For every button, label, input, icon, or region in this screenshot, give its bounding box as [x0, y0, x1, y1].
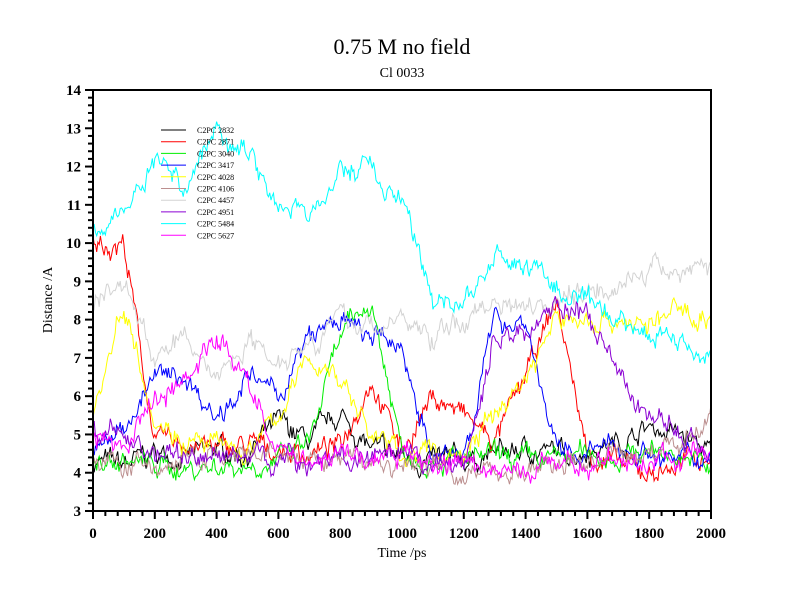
x-tick-label: 1400 — [511, 526, 541, 542]
axes-layer: 0 200 400 600 800 1000 1200 1400 1600 1800 2000 3 4 5… — [66, 83, 726, 542]
series-layer — [92, 121, 712, 486]
x-tick-label: 1200 — [449, 526, 479, 542]
legend-label: C2PC 4951 — [197, 208, 234, 217]
y-tick-label: 11 — [67, 198, 81, 214]
legend-label: C2PC 2832 — [197, 126, 234, 135]
y-axis-label: Distance /A — [41, 266, 56, 333]
legend-label: C2PC 4457 — [197, 196, 234, 205]
x-tick-label: 400 — [205, 526, 228, 542]
x-tick-label: 600 — [267, 526, 290, 542]
series-line-c2pc-3040 — [92, 305, 712, 482]
y-tick-label: 10 — [66, 236, 81, 252]
y-tick-label: 5 — [74, 427, 82, 443]
y-tick-label: 13 — [66, 121, 81, 137]
x-tick-label: 1000 — [387, 526, 417, 542]
chart-subtitle: Cl 0033 — [380, 66, 425, 81]
legend-label: C2PC 4028 — [197, 173, 234, 182]
x-tick-label: 2000 — [696, 526, 726, 542]
x-tick-label: 1800 — [634, 526, 664, 542]
legend: C2PC 2832 C2PC 2871 C2PC 3040 C2PC 3417 C2PC… — [161, 126, 234, 240]
series-line-c2pc-4457 — [92, 251, 712, 382]
x-tick-label: 800 — [329, 526, 352, 542]
y-tick-label: 14 — [66, 83, 82, 99]
chart-title: 0.75 M no field — [334, 34, 471, 59]
series-line-c2pc-2871 — [92, 234, 712, 483]
y-tick-label: 3 — [74, 504, 82, 520]
y-tick-label: 9 — [74, 274, 82, 290]
y-tick-label: 12 — [66, 160, 81, 176]
x-tick-label: 200 — [144, 526, 167, 542]
x-axis-label: Time /ps — [378, 546, 427, 561]
x-tick-label: 1600 — [572, 526, 602, 542]
legend-label: C2PC 2871 — [197, 138, 234, 147]
series-line-c2pc-3417 — [92, 306, 712, 470]
series-line-c2pc-4951 — [92, 296, 712, 478]
y-tick-label: 7 — [74, 351, 82, 367]
y-tick-label: 4 — [74, 466, 82, 482]
legend-label: C2PC 3417 — [197, 161, 234, 170]
y-tick-label: 8 — [74, 313, 82, 329]
series-line-c2pc-5484 — [92, 121, 712, 364]
legend-label: C2PC 5627 — [197, 231, 234, 240]
legend-label: C2PC 5484 — [197, 220, 234, 229]
legend-label: C2PC 3040 — [197, 149, 234, 158]
x-tick-label: 0 — [89, 526, 97, 542]
legend-label: C2PC 4106 — [197, 185, 234, 194]
y-tick-label: 6 — [74, 389, 82, 405]
series-line-c2pc-5627 — [92, 334, 712, 484]
